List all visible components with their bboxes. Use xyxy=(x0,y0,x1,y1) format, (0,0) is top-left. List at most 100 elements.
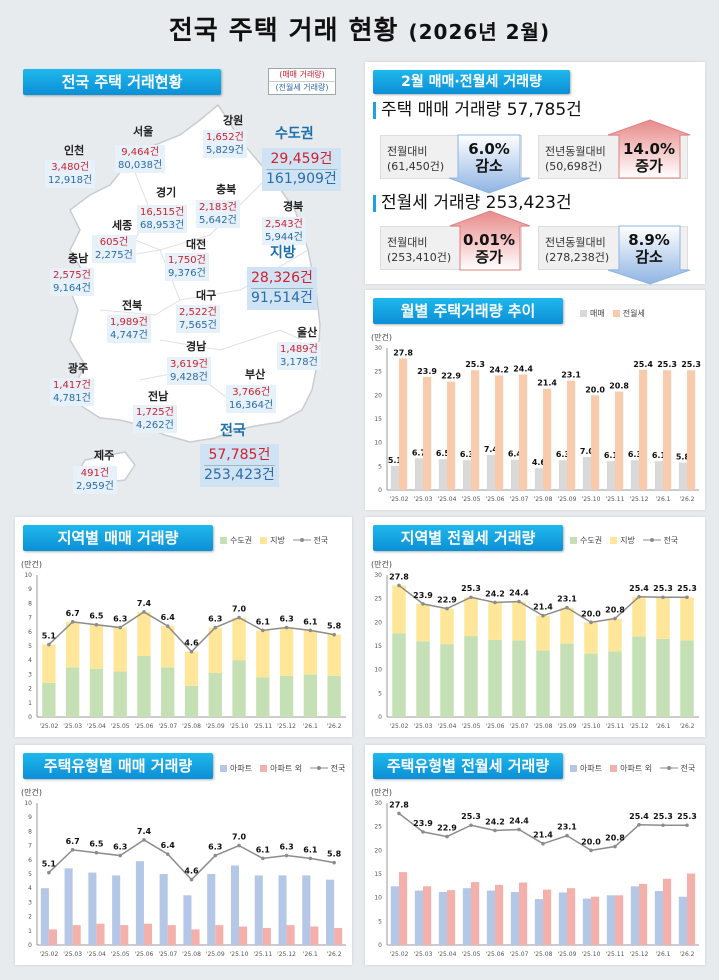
region-sale: 2,575건 xyxy=(53,270,91,281)
legend-item: 전월세 xyxy=(612,308,645,319)
data-label: 25.3 xyxy=(653,584,673,593)
line-point xyxy=(661,823,665,828)
legend-item: 아파트 외 xyxy=(610,763,652,774)
pct: 6.0% xyxy=(468,140,510,158)
bar-수도권 xyxy=(416,641,430,717)
y-tick-label: 9 xyxy=(28,586,32,593)
x-tick-label: '25.05 xyxy=(111,951,130,958)
legend-item: 전국 xyxy=(642,535,678,546)
y-tick-label: 7 xyxy=(28,615,32,622)
bar-아파트 xyxy=(40,888,49,945)
region-values: 2,575건 9,164건 xyxy=(50,268,94,296)
region-rent: 80,038건 xyxy=(118,160,163,171)
chart-plot: 0 5 10 15 20 25 30 '25.02 '25.03 '25.04 '25.05 '25.… xyxy=(374,572,699,730)
chart-legend: 수도권 지방 전국 xyxy=(570,535,678,546)
x-tick-label: '25.11 xyxy=(253,951,272,958)
bar-아파트 xyxy=(390,886,399,945)
chart-legend: 아파트 아파트 외 전국 xyxy=(220,763,345,774)
bar-아파트 xyxy=(207,874,216,945)
total-name: 지방 xyxy=(270,245,296,261)
bar-아파트 외 xyxy=(447,890,456,945)
legend-item: 아파트 xyxy=(570,763,602,774)
bar-수도권 xyxy=(89,668,104,717)
region-sale: 2,183건 xyxy=(199,202,237,213)
line-point xyxy=(94,850,99,855)
legend-label: 아파트 외 xyxy=(620,764,653,773)
bar-매매 xyxy=(462,460,471,490)
region-sale: 3,619건 xyxy=(170,359,208,370)
region-values: 1,489건 3,178건 xyxy=(277,342,321,370)
region-values: 3,766건 16,364건 xyxy=(226,385,277,413)
y-tick-label: 6 xyxy=(28,629,32,636)
rent-mom-label: 전월대비 xyxy=(387,236,428,249)
line-point xyxy=(493,600,497,605)
bar-수도권 xyxy=(560,643,574,717)
data-label: 22.9 xyxy=(441,372,461,381)
bar-지방 xyxy=(232,617,246,661)
line-point xyxy=(541,613,545,618)
x-tick-label: '25.11 xyxy=(606,951,625,958)
data-label: 6.3 xyxy=(208,843,222,852)
bar-아파트 외 xyxy=(471,882,480,945)
data-label: 25.3 xyxy=(653,812,673,821)
region-rent: 12,918건 xyxy=(48,175,93,186)
region-name: 광주 xyxy=(68,362,89,375)
data-label: 21.4 xyxy=(537,379,557,388)
region-rent: 2,275건 xyxy=(95,250,133,261)
data-label: 23.9 xyxy=(417,367,437,376)
rent-mom-change: 0.01% 증가 xyxy=(458,232,520,266)
bar-수도권 xyxy=(392,633,406,717)
bar-지방 xyxy=(440,608,454,645)
data-label: 5.8 xyxy=(676,453,691,462)
down-arrow-icon xyxy=(607,225,691,285)
x-tick-label: '25.02 xyxy=(390,723,409,730)
bar-매매 xyxy=(486,454,495,490)
legend-item: 전국 xyxy=(292,535,328,546)
line-point xyxy=(261,856,265,861)
data-label: 20.0 xyxy=(585,385,605,394)
bar-수도권 xyxy=(256,677,270,717)
data-label: 25.3 xyxy=(681,360,701,369)
legend-item: 전국 xyxy=(310,763,345,774)
legend-swatch xyxy=(260,537,268,544)
bar-아파트 외 xyxy=(96,923,105,945)
bar-지방 xyxy=(608,618,622,652)
pct: 8.9% xyxy=(628,231,670,249)
legend-label: 전국 xyxy=(330,764,346,773)
region-sale: 1,417건 xyxy=(53,380,91,391)
x-tick-label: '25.07 xyxy=(510,723,529,730)
sale-mom-label: 전월대비 xyxy=(387,145,428,158)
bar-수도권 xyxy=(137,655,151,717)
chart-title: 주택유형별 전월세 거래량 xyxy=(373,753,563,779)
data-label: 5.8 xyxy=(327,622,342,631)
y-tick-label: 5 xyxy=(28,643,32,650)
data-label: 6.1 xyxy=(604,451,619,460)
x-tick-label: '25.02 xyxy=(390,496,409,503)
legend-label: 지방 xyxy=(620,536,635,545)
region-rent: 9,164건 xyxy=(53,283,91,294)
line-point xyxy=(284,853,289,858)
data-label: 21.4 xyxy=(533,603,553,612)
bar-아파트 외 xyxy=(167,925,176,945)
y-tick-label: 10 xyxy=(374,895,382,902)
bar-수도권 xyxy=(65,667,80,717)
region-name: 경북 xyxy=(283,200,304,213)
region-values: 16,515건 68,953건 xyxy=(137,205,188,233)
data-label: 27.8 xyxy=(389,800,409,809)
bar-아파트 외 xyxy=(423,886,432,945)
region-values: 2,543건 5,944건 xyxy=(262,217,306,245)
x-tick-label: '25.12 xyxy=(630,723,649,730)
region-rent: 9,428건 xyxy=(170,372,208,383)
region-values: 1,417건 4,781건 xyxy=(50,378,94,406)
bar-지방 xyxy=(113,627,127,672)
region-rent: 4,262건 xyxy=(136,420,174,431)
bar-지방 xyxy=(89,624,104,669)
regional-rent-chart: 지역별 전월세 거래량 수도권 지방 전국 (만건) 0 5 10 15 20 25 30 '25.0… xyxy=(365,517,705,737)
bar-수도권 xyxy=(440,644,454,717)
legend-swatch xyxy=(220,765,227,772)
up-arrow-icon xyxy=(607,119,691,179)
region-name: 제주 xyxy=(94,449,115,462)
bar-지방 xyxy=(184,651,199,686)
y-tick-label: 1 xyxy=(28,700,32,707)
type-rent-chart: 주택유형별 전월세 거래량 아파트 아파트 외 전국 (만건) 0 5 10 15 20 25 30… xyxy=(365,745,705,965)
